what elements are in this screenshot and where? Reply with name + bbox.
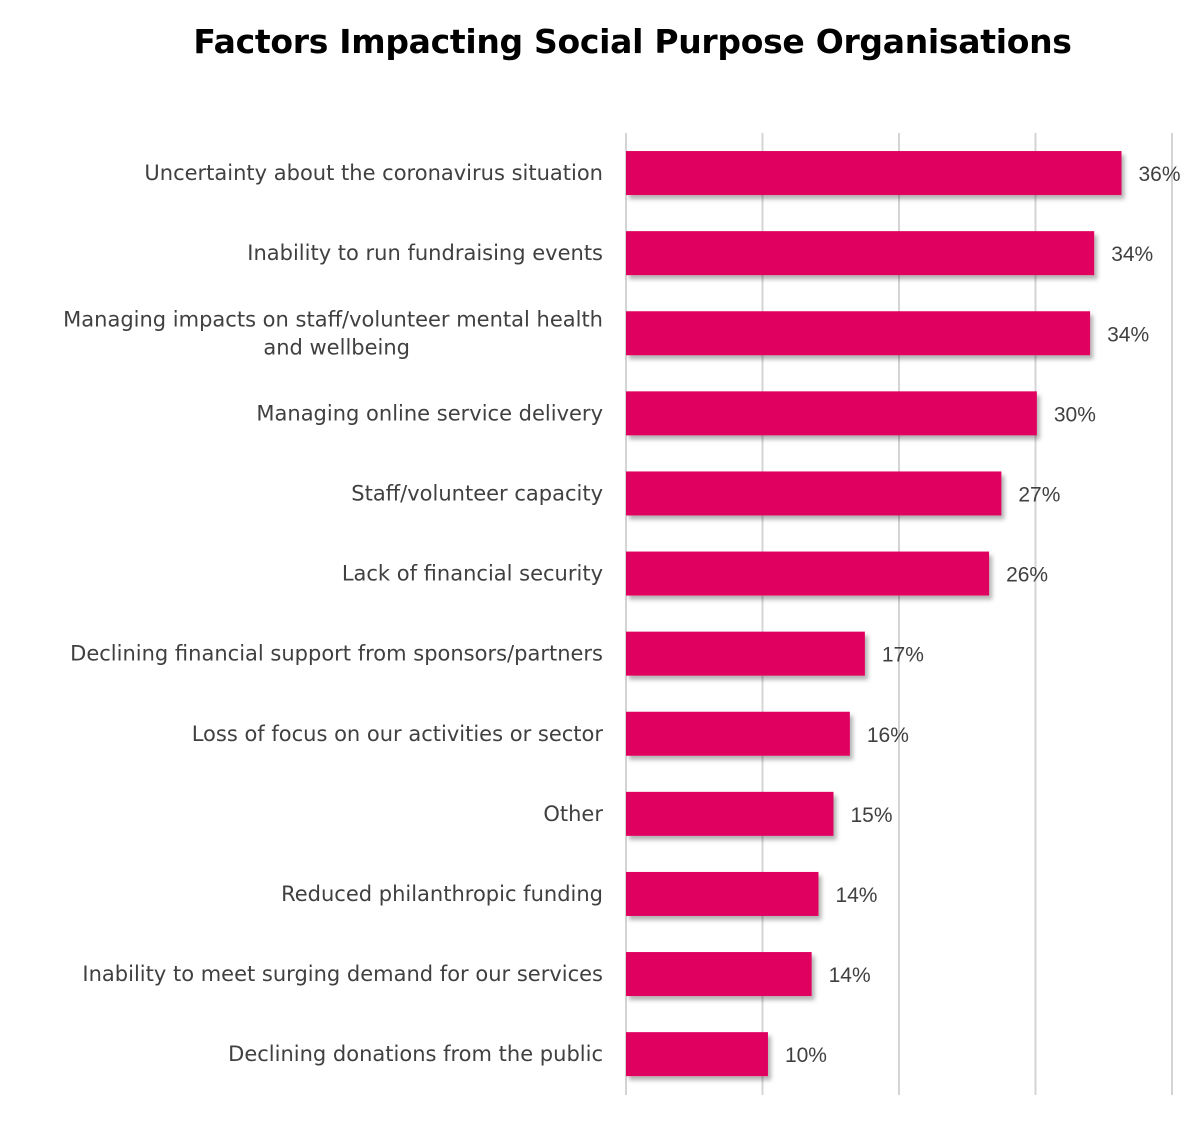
data-label: 14% [835, 884, 877, 907]
data-label: 17% [882, 644, 924, 667]
data-label: 34% [1111, 243, 1153, 266]
category-label: Managing online service delivery [256, 401, 603, 425]
data-label: 16% [867, 724, 909, 747]
bar [626, 151, 1122, 196]
bar [626, 1032, 768, 1077]
category-label: Inability to run fundraising events [247, 241, 603, 265]
category-label: Staff/volunteer capacity [351, 481, 603, 505]
data-label: 34% [1107, 323, 1149, 346]
data-label: 14% [829, 964, 871, 987]
category-label: Managing impacts on staff/volunteer ment… [63, 307, 603, 359]
data-label: 10% [785, 1044, 827, 1067]
category-label: Lack of financial security [342, 562, 603, 586]
bar [626, 231, 1095, 276]
category-label: Declining financial support from sponsor… [70, 642, 603, 666]
bar [626, 471, 1002, 516]
bar [626, 952, 812, 997]
data-label: 15% [850, 804, 892, 827]
category-label: Loss of focus on our activities or secto… [192, 722, 604, 746]
category-labels: Uncertainty about the coronavirus situat… [63, 161, 603, 1066]
bar [626, 631, 865, 676]
category-label: Uncertainty about the coronavirus situat… [144, 161, 603, 185]
category-label: Inability to meet surging demand for our… [82, 962, 603, 986]
bar [626, 311, 1091, 356]
bars [626, 151, 1122, 1077]
data-labels: 36% 34% 34% 30% 27% 26% 17% 16% 15% 14% 14% 10% [785, 163, 1181, 1067]
data-label: 27% [1018, 483, 1060, 506]
bar [626, 871, 819, 916]
data-label: 26% [1006, 564, 1048, 587]
bar [626, 791, 834, 836]
category-label: Other [543, 802, 603, 826]
bar [626, 391, 1037, 436]
bar [626, 551, 990, 596]
chart-title: Factors Impacting Social Purpose Organis… [193, 22, 1072, 61]
category-label: Reduced philanthropic funding [281, 882, 603, 906]
data-label: 30% [1054, 403, 1096, 426]
bar [626, 711, 850, 756]
category-label: Declining donations from the public [228, 1042, 603, 1066]
data-label: 36% [1138, 163, 1180, 186]
gridlines [625, 133, 1173, 1095]
